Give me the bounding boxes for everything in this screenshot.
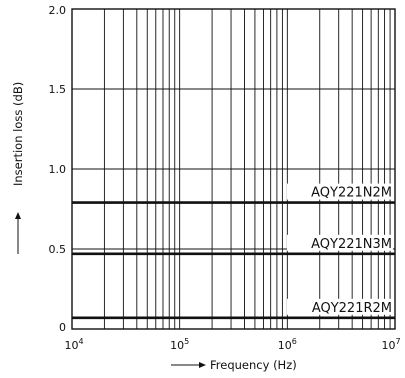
plot-border [71,8,396,330]
x-axis-arrow-head [199,362,206,368]
y-axis-label: Insertion loss (dB) [11,82,25,186]
x-tick-label: 104 [64,337,83,352]
x-tick-label: 106 [278,337,297,352]
x-axis-label: Frequency (Hz) [210,358,297,372]
series-label-background [287,183,393,200]
y-axis-title: Insertion loss (dB) [11,82,25,254]
x-axis-title: Frequency (Hz) [171,358,297,372]
y-tick-label: 0 [59,321,66,334]
x-tick-label: 107 [381,337,400,352]
series-label: AQY221N3M [311,237,392,252]
y-tick-label: 0.5 [49,243,67,256]
series-label: AQY221N2M [311,186,392,201]
y-tick-label: 2.0 [49,4,67,17]
y-tick-label: 1.5 [49,83,67,96]
tick-labels: 0 0.5 1.0 1.5 2.0 104 105 106 107 [49,4,401,352]
series-labels: AQY221N2M AQY221N3M AQY221R2M [287,183,393,316]
series-label: AQY221R2M [312,301,392,316]
series-lines [72,201,395,320]
series-label-background [287,298,393,315]
y-tick-label: 1.0 [49,163,67,176]
y-axis-arrow-head [15,212,21,219]
series-label-background [287,234,393,251]
plot-frame [71,8,396,330]
grid [71,8,395,330]
x-tick-label: 105 [170,337,189,352]
